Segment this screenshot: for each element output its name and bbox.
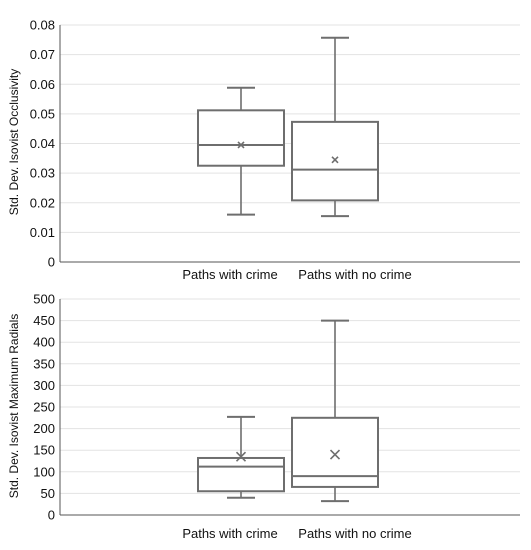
y-tick-label: 200	[33, 421, 55, 436]
y-tick-label: 100	[33, 464, 55, 479]
mean-marker	[235, 451, 247, 462]
category-label: Paths with crime	[182, 267, 277, 282]
y-tick-label: 0	[48, 508, 55, 523]
category-label: Paths with no crime	[298, 267, 411, 282]
y-tick-label: 0	[48, 255, 55, 270]
y-tick-label: 400	[33, 335, 55, 350]
y-tick-label: 50	[41, 486, 55, 501]
y-tick-label: 0.08	[30, 18, 55, 33]
mean-marker	[237, 141, 245, 149]
y-tick-label: 0.05	[30, 106, 55, 121]
iqr-box	[197, 109, 285, 167]
y-tick-label: 150	[33, 443, 55, 458]
y-tick-label: 0.07	[30, 47, 55, 62]
y-tick-label: 0.04	[30, 136, 55, 151]
category-label: Paths with no crime	[298, 526, 411, 541]
mean-marker	[331, 156, 339, 164]
y-tick-label: 0.06	[30, 77, 55, 92]
iqr-box	[291, 120, 379, 202]
y-tick-label: 350	[33, 356, 55, 371]
category-label: Paths with crime	[182, 526, 277, 541]
y-axis-label: Std. Dev. Isovist Occlusivity	[7, 69, 21, 215]
y-axis-label: Std. Dev. Isovist Maximum Radials	[7, 314, 21, 499]
iqr-box	[197, 456, 285, 493]
y-tick-label: 450	[33, 313, 55, 328]
y-tick-label: 0.02	[30, 195, 55, 210]
y-tick-label: 0.01	[30, 225, 55, 240]
y-tick-label: 300	[33, 378, 55, 393]
y-tick-label: 500	[33, 292, 55, 307]
max-radials-chart: 0 50 100 150 200 250 300 350 400 450 500 Std. Dev.…	[7, 292, 520, 541]
mean-marker	[329, 449, 341, 460]
y-tick-label: 250	[33, 400, 55, 415]
occlusivity-chart: 0 0.01 0.02 0.03 0.04 0.05 0.06 0.07 0.08 Std. D…	[7, 18, 520, 282]
box-plot	[197, 415, 285, 499]
box-plot	[291, 319, 379, 503]
box-plot	[291, 36, 379, 218]
box-plot	[197, 86, 285, 216]
y-tick-label: 0.03	[30, 166, 55, 181]
